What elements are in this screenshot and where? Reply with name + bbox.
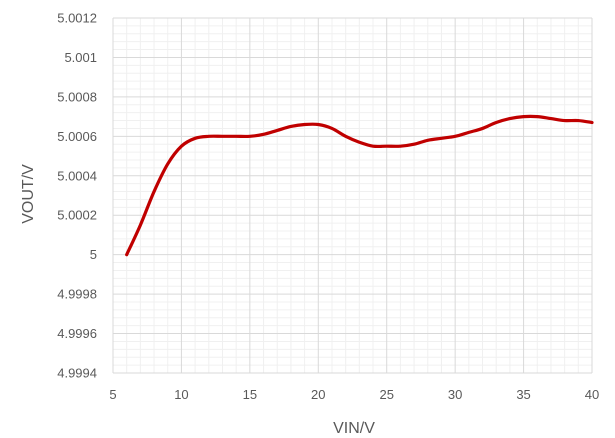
y-tick-label: 5.001	[64, 50, 97, 65]
y-tick-label: 4.9996	[57, 326, 97, 341]
y-tick-label: 4.9994	[57, 366, 97, 381]
y-tick-label: 5.0004	[57, 168, 97, 183]
y-axis-title: VOUT/V	[20, 164, 37, 224]
x-tick-label: 25	[379, 387, 393, 402]
y-tick-label: 4.9998	[57, 287, 97, 302]
minor-gridlines	[113, 18, 592, 373]
x-tick-label: 10	[174, 387, 188, 402]
y-tick-label: 5.0008	[57, 89, 97, 104]
x-axis-tick-labels: 5 10 15 20 25 30 35 40	[109, 387, 599, 402]
y-tick-label: 5.0012	[57, 11, 97, 26]
y-axis-tick-labels: 4.9994 4.9996 4.9998 5 5.0002 5.0004 5.0006 5.0…	[57, 11, 97, 381]
x-tick-label: 5	[109, 387, 116, 402]
y-tick-label: 5	[90, 247, 97, 262]
x-tick-label: 15	[243, 387, 257, 402]
x-axis-title: VIN/V	[333, 420, 375, 437]
x-tick-label: 30	[448, 387, 462, 402]
x-tick-label: 40	[585, 387, 599, 402]
x-tick-label: 20	[311, 387, 325, 402]
major-gridlines	[112, 17, 593, 374]
x-tick-label: 35	[516, 387, 530, 402]
series-lines	[125, 114, 594, 257]
series-line	[125, 114, 594, 257]
y-tick-label: 5.0002	[57, 208, 97, 223]
y-tick-label: 5.0006	[57, 129, 97, 144]
